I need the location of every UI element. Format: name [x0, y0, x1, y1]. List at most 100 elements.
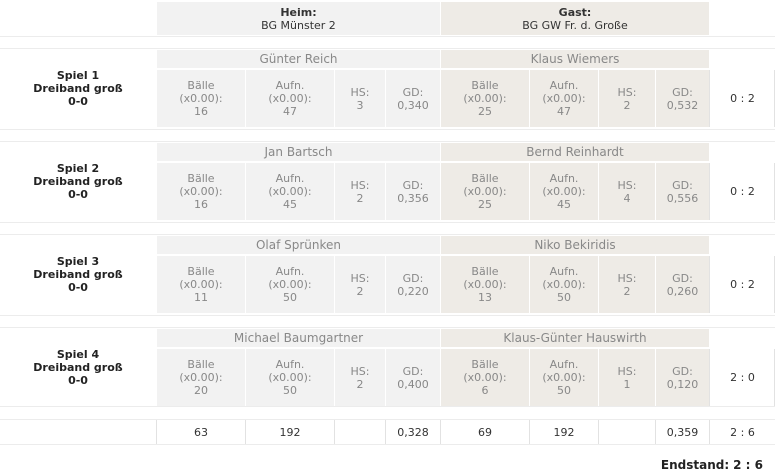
- game-label: Spiel 1 Dreiband groß 0-0: [0, 50, 156, 127]
- innings-label: Aufn.: [275, 265, 305, 278]
- guest-team-name: BG GW Fr. d. Große: [522, 18, 628, 32]
- hs-label: HS:: [350, 85, 370, 99]
- divider: [0, 419, 775, 420]
- home-balls-value: 16: [194, 198, 208, 211]
- balls-sublabel: (x0.00):: [179, 278, 223, 291]
- home-gd-cell: GD: 0,340: [386, 70, 440, 127]
- guest-balls-value: 25: [478, 198, 492, 211]
- total-home-gd: 0,328: [397, 425, 429, 439]
- guest-label: Gast:: [558, 5, 592, 19]
- home-balls-cell: Bälle (x0.00): 16: [157, 163, 245, 220]
- innings-label: Aufn.: [549, 358, 579, 371]
- gd-label: GD:: [672, 364, 693, 378]
- home-balls-value: 20: [194, 384, 208, 397]
- hs-label: HS:: [350, 364, 370, 378]
- totals-row: 63 192 0,328 69 192 0,359 2 : 6: [0, 420, 775, 444]
- balls-sublabel: (x0.00):: [463, 278, 507, 291]
- home-innings-cell: Aufn. (x0.00): 47: [246, 70, 334, 127]
- home-hs-value: 3: [356, 98, 364, 112]
- guest-innings-cell: Aufn. (x0.00): 47: [530, 70, 598, 127]
- game-discipline: Dreiband groß: [33, 361, 123, 374]
- game-label: Spiel 4 Dreiband groß 0-0: [0, 329, 156, 406]
- divider: [709, 256, 710, 313]
- game-discipline: Dreiband groß: [33, 82, 123, 95]
- gd-label: GD:: [402, 271, 424, 285]
- guest-balls-value: 25: [478, 105, 492, 118]
- innings-label: Aufn.: [275, 358, 305, 371]
- guest-gd-value: 0,556: [666, 191, 699, 205]
- total-home-innings: 192: [279, 425, 301, 439]
- divider: [0, 327, 775, 328]
- home-balls-cell: Bälle (x0.00): 16: [157, 70, 245, 127]
- balls-label: Bälle: [471, 172, 499, 185]
- hs-label: HS:: [617, 85, 637, 99]
- guest-balls-cell: Bälle (x0.00): 25: [441, 70, 529, 127]
- guest-gd-cell: GD: 0,556: [656, 163, 709, 220]
- divider: [529, 420, 530, 444]
- innings-label: Aufn.: [275, 79, 305, 92]
- total-guest-innings: 192: [553, 425, 575, 439]
- innings-sublabel: (x0.00):: [542, 371, 586, 384]
- innings-sublabel: (x0.00):: [268, 185, 312, 198]
- hs-label: HS:: [617, 271, 637, 285]
- balls-label: Bälle: [187, 79, 215, 92]
- home-innings-cell: Aufn. (x0.00): 50: [246, 256, 334, 313]
- guest-hs-value: 2: [623, 284, 631, 298]
- home-player-name: Michael Baumgartner: [157, 329, 440, 347]
- gd-label: GD:: [672, 178, 693, 192]
- game-result: 0-0: [68, 374, 88, 387]
- home-player-name: Günter Reich: [157, 50, 440, 68]
- game-score: 2 : 0: [730, 371, 755, 384]
- game-score: 0 : 2: [730, 278, 755, 291]
- innings-label: Aufn.: [549, 172, 579, 185]
- innings-sublabel: (x0.00):: [268, 371, 312, 384]
- balls-label: Bälle: [187, 358, 215, 371]
- home-hs-cell: HS: 2: [335, 256, 385, 313]
- game-title: Spiel 3: [56, 255, 100, 268]
- home-gd-cell: GD: 0,220: [386, 256, 440, 313]
- home-innings-value: 50: [283, 384, 297, 397]
- home-innings-value: 45: [283, 198, 297, 211]
- final-score-value: 2 : 6: [733, 458, 763, 472]
- balls-sublabel: (x0.00):: [463, 185, 507, 198]
- game-result: 0-0: [68, 188, 88, 201]
- balls-label: Bälle: [471, 79, 499, 92]
- home-innings-value: 47: [283, 105, 297, 118]
- balls-sublabel: (x0.00):: [463, 92, 507, 105]
- home-gd-cell: GD: 0,400: [386, 349, 440, 406]
- innings-sublabel: (x0.00):: [542, 92, 586, 105]
- game-score: 0 : 2: [730, 92, 755, 105]
- home-hs-cell: HS: 2: [335, 349, 385, 406]
- guest-balls-cell: Bälle (x0.00): 25: [441, 163, 529, 220]
- guest-innings-value: 47: [557, 105, 571, 118]
- guest-player-name: Klaus-Günter Hauswirth: [441, 329, 709, 347]
- balls-sublabel: (x0.00):: [179, 371, 223, 384]
- home-gd-value: 0,356: [397, 191, 429, 205]
- balls-label: Bälle: [187, 172, 215, 185]
- guest-gd-value: 0,532: [666, 98, 699, 112]
- guest-innings-cell: Aufn. (x0.00): 50: [530, 256, 598, 313]
- home-player-name: Olaf Sprünken: [157, 236, 440, 254]
- innings-label: Aufn.: [549, 79, 579, 92]
- home-hs-cell: HS: 3: [335, 70, 385, 127]
- home-team-name: BG Münster 2: [261, 18, 336, 32]
- total-guest-gd: 0,359: [666, 425, 699, 439]
- innings-sublabel: (x0.00):: [542, 278, 586, 291]
- guest-gd-value: 0,260: [666, 284, 699, 298]
- divider: [0, 48, 775, 49]
- guest-hs-cell: HS: 2: [599, 70, 655, 127]
- innings-sublabel: (x0.00):: [268, 92, 312, 105]
- game-score: 0 : 2: [730, 185, 755, 198]
- innings-label: Aufn.: [549, 265, 579, 278]
- guest-hs-cell: HS: 4: [599, 163, 655, 220]
- gd-label: GD:: [402, 178, 424, 192]
- divider: [334, 420, 335, 444]
- divider: [709, 349, 710, 406]
- total-home-balls: 63: [194, 425, 208, 439]
- home-hs-value: 2: [356, 191, 364, 205]
- guest-balls-value: 13: [478, 291, 492, 304]
- guest-player-name: Niko Bekiridis: [441, 236, 709, 254]
- home-label: Heim:: [280, 5, 317, 19]
- guest-gd-cell: GD: 0,120: [656, 349, 709, 406]
- divider: [245, 420, 246, 444]
